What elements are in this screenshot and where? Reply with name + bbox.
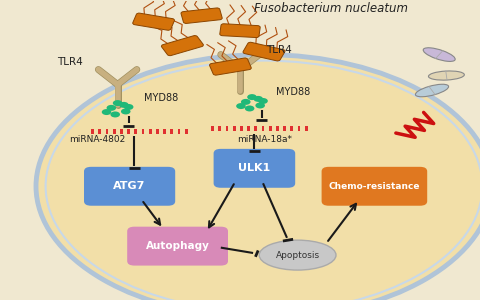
Circle shape — [241, 99, 251, 105]
FancyBboxPatch shape — [84, 167, 175, 206]
Bar — [127, 128, 130, 134]
Bar — [218, 125, 221, 131]
Circle shape — [107, 105, 116, 111]
Bar — [290, 125, 293, 131]
Bar — [211, 125, 214, 131]
FancyBboxPatch shape — [132, 13, 175, 30]
Bar — [254, 125, 257, 131]
Bar — [226, 125, 228, 131]
Bar — [163, 128, 166, 134]
FancyBboxPatch shape — [181, 8, 222, 23]
Bar — [262, 125, 264, 131]
Bar — [149, 128, 152, 134]
FancyBboxPatch shape — [127, 227, 228, 266]
Text: Fusobacterium nucleatum: Fusobacterium nucleatum — [254, 2, 408, 15]
FancyBboxPatch shape — [220, 24, 260, 38]
Circle shape — [119, 102, 129, 108]
Bar — [247, 125, 250, 131]
Text: TLR4: TLR4 — [57, 57, 83, 67]
Circle shape — [236, 103, 246, 109]
Text: MYD88: MYD88 — [144, 93, 178, 103]
Ellipse shape — [423, 48, 455, 62]
Bar — [305, 125, 308, 131]
Bar — [269, 125, 272, 131]
Text: miRNA-4802: miRNA-4802 — [70, 135, 126, 144]
Bar — [142, 128, 144, 134]
Circle shape — [255, 103, 265, 109]
Circle shape — [121, 109, 131, 114]
Text: TLR4: TLR4 — [266, 45, 292, 55]
FancyBboxPatch shape — [214, 149, 295, 188]
Text: Apoptosis: Apoptosis — [276, 250, 320, 260]
Bar — [185, 128, 188, 134]
Text: Autophagy: Autophagy — [145, 241, 210, 251]
Text: miRNA-18a*: miRNA-18a* — [238, 135, 293, 144]
Bar — [106, 128, 108, 134]
Bar — [91, 128, 94, 134]
Bar — [170, 128, 173, 134]
Bar — [240, 125, 243, 131]
Circle shape — [247, 94, 257, 100]
FancyBboxPatch shape — [243, 42, 285, 61]
Ellipse shape — [415, 84, 449, 97]
Bar — [134, 128, 137, 134]
Circle shape — [102, 109, 111, 115]
Circle shape — [113, 100, 122, 106]
Ellipse shape — [429, 71, 464, 80]
Text: ULK1: ULK1 — [238, 163, 271, 173]
Bar — [120, 128, 123, 134]
Bar — [283, 125, 286, 131]
FancyBboxPatch shape — [209, 58, 252, 75]
Bar — [233, 125, 236, 131]
Circle shape — [124, 104, 133, 110]
Text: MYD88: MYD88 — [276, 87, 310, 97]
Bar — [298, 125, 300, 131]
Ellipse shape — [259, 240, 336, 270]
Circle shape — [258, 98, 268, 104]
Circle shape — [110, 112, 120, 117]
Bar — [178, 128, 180, 134]
Text: ATG7: ATG7 — [113, 181, 146, 191]
Ellipse shape — [36, 55, 480, 300]
Bar — [98, 128, 101, 134]
Text: Chemo-resistance: Chemo-resistance — [329, 182, 420, 191]
Circle shape — [245, 106, 254, 112]
FancyBboxPatch shape — [322, 167, 427, 206]
Bar — [156, 128, 159, 134]
FancyBboxPatch shape — [161, 35, 204, 56]
Bar — [276, 125, 279, 131]
Bar — [113, 128, 116, 134]
Circle shape — [253, 96, 263, 102]
